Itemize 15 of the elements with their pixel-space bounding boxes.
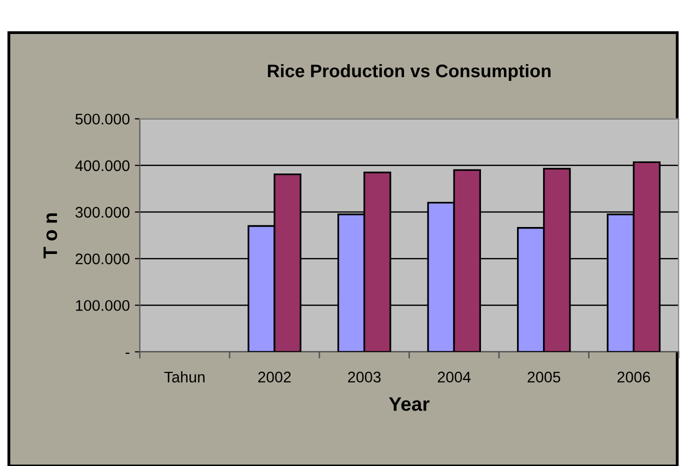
x-tick-label: 2006 [617, 372, 650, 382]
y-tick-label: 300.000 [75, 206, 130, 218]
x-tick-label: 2004 [438, 372, 471, 382]
y-axis-title: T o n [44, 213, 58, 258]
y-tick-label: 200.000 [76, 254, 130, 264]
x-axis-title: Year [388, 397, 430, 411]
x-tick-label: 2003 [348, 372, 381, 382]
y-tick-label: 400.000 [75, 160, 130, 172]
x-tick-label: Tahun [164, 371, 205, 382]
y-tick-label: 500.000 [75, 114, 130, 125]
chart-title: Rice Production vs Consumption [268, 64, 551, 81]
x-tick-label: 2005 [528, 372, 560, 382]
x-tick-label: 2002 [258, 372, 291, 382]
y-tick-label: 100.000 [76, 300, 130, 311]
y-tick-label: - [126, 352, 130, 354]
